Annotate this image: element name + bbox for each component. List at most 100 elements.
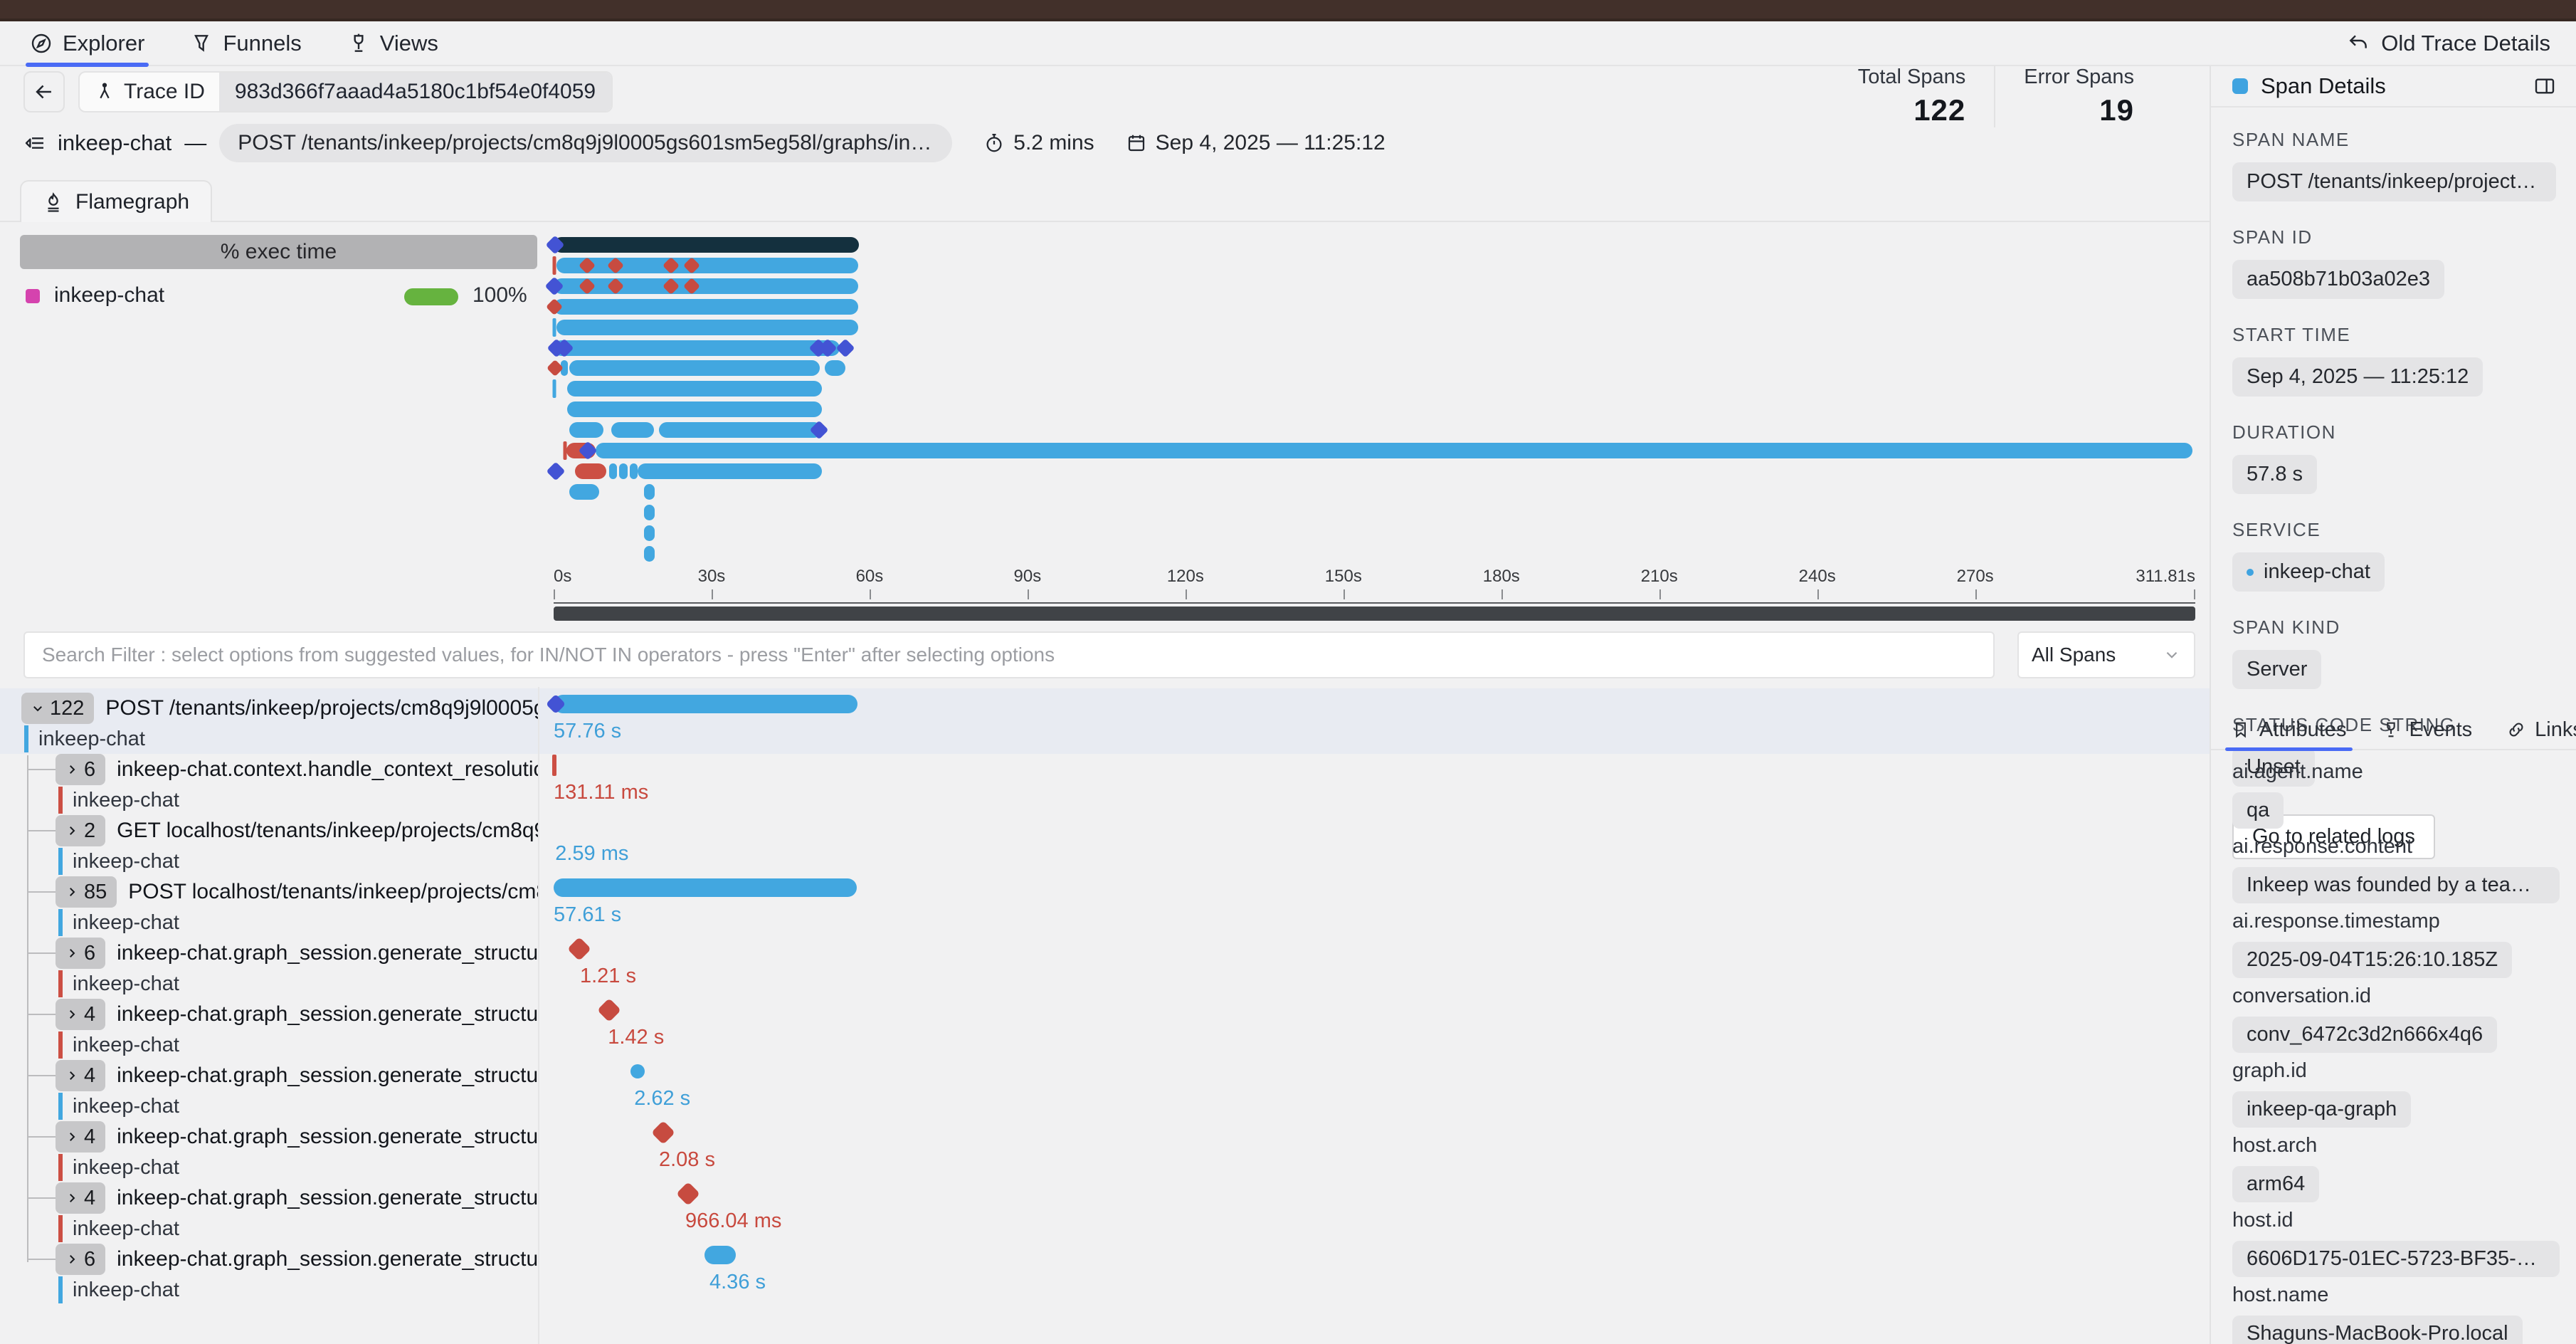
tab-links[interactable]: Links xyxy=(2506,710,2576,750)
flamegraph-span-bar[interactable] xyxy=(825,360,845,377)
flamegraph-span-bar[interactable] xyxy=(554,278,858,294)
flamegraph-span-bar[interactable] xyxy=(554,237,860,253)
gantt-event-marker[interactable] xyxy=(650,1120,675,1145)
flamegraph-span-bar[interactable] xyxy=(569,422,604,439)
span-count-badge[interactable]: 4 xyxy=(56,1060,106,1091)
start-time-value[interactable]: Sep 4, 2025 — 11:25:12 xyxy=(2232,357,2483,397)
back-button[interactable] xyxy=(23,71,65,112)
flamegraph-span-bar[interactable] xyxy=(619,463,628,479)
span-tree-row[interactable]: 4 inkeep-chat.graph_session.generate_stru… xyxy=(56,1121,538,1153)
flamegraph-row[interactable] xyxy=(552,379,2195,399)
span-tree-row[interactable]: 85 POST localhost/tenants/inkeep/projects… xyxy=(56,876,538,908)
flamegraph-event-marker[interactable] xyxy=(552,256,556,275)
span-count-badge[interactable]: 4 xyxy=(56,999,106,1030)
flamegraph-event-marker[interactable] xyxy=(552,317,556,337)
flamegraph-span-bar[interactable] xyxy=(569,483,599,500)
gantt-event-marker[interactable] xyxy=(596,998,621,1022)
flamegraph-span-bar[interactable] xyxy=(638,463,823,479)
flamegraph-span-bar[interactable] xyxy=(630,463,638,479)
gantt-event-marker[interactable] xyxy=(675,1182,700,1206)
span-count-badge[interactable]: 122 xyxy=(21,693,95,724)
go-to-related-logs-button[interactable]: Go to related logs xyxy=(2232,814,2435,859)
flamegraph-span-bar[interactable] xyxy=(556,319,858,335)
flamegraph-row[interactable] xyxy=(554,545,2195,562)
flamegraph-row[interactable] xyxy=(554,441,2195,461)
old-trace-details-link[interactable]: Old Trace Details xyxy=(2347,31,2550,56)
flamegraph-span-bar[interactable] xyxy=(611,422,654,439)
trace-id-chip[interactable]: Trace ID 983d366f7aaad4a5180c1bf54e0f405… xyxy=(78,71,613,112)
attribute-value[interactable]: Shaguns-MacBook-Pro.local xyxy=(2232,1316,2523,1344)
flamegraph-row[interactable] xyxy=(554,504,2195,520)
flamegraph-row[interactable] xyxy=(544,276,2195,296)
attribute-value[interactable]: arm64 xyxy=(2232,1166,2320,1202)
span-tree-row[interactable]: 2 GET localhost/tenants/inkeep/projects/c… xyxy=(56,815,538,846)
attribute-value[interactable]: inkeep-qa-graph xyxy=(2232,1091,2412,1128)
flamegraph-row[interactable] xyxy=(554,483,2195,500)
span-tree-row[interactable]: 6 inkeep-chat.context.handle_context_reso… xyxy=(56,754,538,785)
flamegraph-span-bar[interactable] xyxy=(567,381,823,397)
gantt-duration-bar[interactable] xyxy=(554,878,857,897)
attribute-value[interactable]: 2025-09-04T15:26:10.185Z xyxy=(2232,942,2513,978)
flamegraph-row[interactable] xyxy=(552,256,2195,275)
flamegraph-row[interactable] xyxy=(546,461,2195,481)
gantt-event-marker[interactable] xyxy=(552,755,557,776)
span-count-badge[interactable]: 4 xyxy=(56,1121,106,1153)
span-count-badge[interactable]: 6 xyxy=(56,1244,106,1275)
tree-gantt-divider[interactable] xyxy=(538,687,539,1344)
service-value[interactable]: inkeep-chat xyxy=(2232,552,2385,592)
span-kind-value[interactable]: Server xyxy=(2232,650,2322,689)
span-tree-row[interactable]: 4 inkeep-chat.graph_session.generate_stru… xyxy=(56,999,538,1030)
span-name-value[interactable]: POST /tenants/inkeep/projects/cm8q9j... xyxy=(2232,162,2556,201)
gantt-event-marker[interactable] xyxy=(567,937,592,961)
flamegraph-event-marker[interactable] xyxy=(546,461,566,481)
flamegraph-span-bar[interactable] xyxy=(644,504,655,520)
flamegraph-span-bar[interactable] xyxy=(554,340,840,356)
gantt-pill-bar[interactable] xyxy=(704,1246,736,1264)
flamegraph-span-bar[interactable] xyxy=(644,525,655,541)
flamegraph-span-bar[interactable] xyxy=(658,422,823,439)
flamegraph-event-marker[interactable] xyxy=(552,379,556,399)
flamegraph-row[interactable] xyxy=(554,401,2195,418)
tab-events[interactable]: Events xyxy=(2381,710,2472,750)
tab-views[interactable]: Views xyxy=(347,21,438,65)
flamegraph-scrollbar[interactable] xyxy=(554,607,2195,621)
gantt-duration-bar[interactable] xyxy=(554,695,858,713)
span-count-badge[interactable]: 6 xyxy=(56,938,106,969)
flamegraph-event-marker[interactable] xyxy=(835,338,855,357)
attribute-value[interactable]: conv_6472c3d2n666x4q6 xyxy=(2232,1017,2498,1053)
flamegraph-row[interactable] xyxy=(547,338,2195,357)
attribute-value[interactable]: Inkeep was founded by a team of eigh... xyxy=(2232,867,2560,903)
flamegraph-span-bar[interactable] xyxy=(569,360,820,377)
span-tree-row[interactable]: 4 inkeep-chat.graph_session.generate_stru… xyxy=(56,1060,538,1091)
flamegraph-span-bar[interactable] xyxy=(574,463,606,479)
span-count-badge[interactable]: 4 xyxy=(56,1182,106,1214)
gantt-event-marker[interactable] xyxy=(630,1064,645,1078)
flamegraph-span-bar[interactable] xyxy=(556,257,858,273)
flamegraph-row[interactable] xyxy=(554,525,2195,541)
flamegraph-span-bar[interactable] xyxy=(554,298,858,315)
flamegraph-span-bar[interactable] xyxy=(561,360,568,377)
flamegraph-span-bar[interactable] xyxy=(644,545,655,562)
status-code-value[interactable]: Unset xyxy=(2232,747,2315,787)
flamegraph-event-marker[interactable] xyxy=(563,441,567,460)
span-count-badge[interactable]: 2 xyxy=(56,815,106,846)
duration-value[interactable]: 57.8 s xyxy=(2232,455,2317,494)
search-filter-input[interactable] xyxy=(23,631,1995,678)
tab-funnels[interactable]: Funnels xyxy=(190,21,302,65)
span-tree-row[interactable]: 122 POST /tenants/inkeep/projects/cm8q9j9… xyxy=(21,693,538,724)
span-id-value[interactable]: aa508b71b03a02e3 xyxy=(2232,260,2445,299)
span-count-badge[interactable]: 85 xyxy=(56,876,117,908)
flamegraph-span-bar[interactable] xyxy=(644,483,655,500)
tab-explorer[interactable]: Explorer xyxy=(25,21,149,67)
tab-attributes[interactable]: Attributes xyxy=(2225,710,2352,751)
tab-flamegraph[interactable]: Flamegraph xyxy=(20,180,213,222)
span-tree-row[interactable]: 4 inkeep-chat.graph_session.generate_stru… xyxy=(56,1182,538,1214)
span-count-badge[interactable]: 6 xyxy=(56,754,106,785)
flamegraph-legend-row[interactable]: inkeep-chat 100% xyxy=(20,283,537,312)
flamegraph-row[interactable] xyxy=(546,298,2195,315)
expand-panel-icon[interactable] xyxy=(2533,75,2556,98)
span-tree-row[interactable]: 6 inkeep-chat.graph_session.generate_stru… xyxy=(56,938,538,969)
exec-time-header[interactable]: % exec time xyxy=(20,235,537,269)
flamegraph-span-bar[interactable] xyxy=(608,463,617,479)
flamegraph-span-bar[interactable] xyxy=(596,443,2193,458)
